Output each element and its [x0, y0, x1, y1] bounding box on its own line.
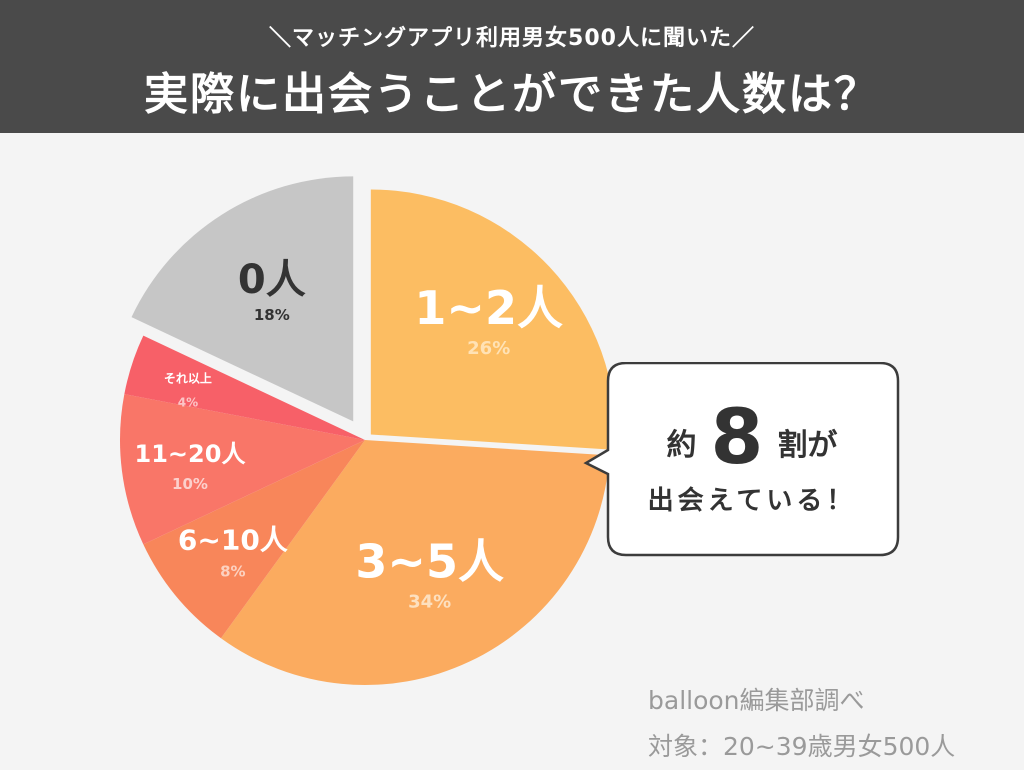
callout-number: 8	[710, 392, 764, 481]
slice-label: 6~10人	[178, 523, 288, 556]
pie-slice	[370, 189, 616, 450]
slice-percent-label: 18%	[254, 306, 290, 324]
slice-label: 11~20人	[135, 440, 246, 468]
pie-slice	[120, 394, 366, 545]
slice-label: それ以上	[164, 370, 212, 385]
chart-title: 実際に出会うことができた人数は？	[144, 69, 880, 120]
slice-label: 1~2人	[414, 281, 563, 335]
slice-label: 3~5人	[355, 534, 504, 588]
slice-percent-label: 26%	[467, 338, 510, 359]
pie-slice	[143, 440, 365, 639]
source-target: 対象：20~39歳男女500人	[648, 732, 956, 761]
callout-bubble: 約 8 割が 出会えている！	[583, 362, 900, 557]
callout-suffix: 割が	[777, 428, 838, 463]
pie-slice	[124, 335, 365, 440]
slice-percent-label: 34%	[408, 591, 451, 612]
slice-percent-label: 8%	[220, 562, 245, 580]
chart-subtitle: ＼マッチングアプリ利用男女500人に聞いた／	[269, 26, 755, 51]
pie-slice	[131, 176, 354, 422]
slice-label: 0人	[238, 257, 306, 303]
callout-headline: 約 8 割が	[606, 392, 898, 481]
source-note: balloon編集部調べ 対象：20~39歳男女500人	[648, 678, 955, 770]
callout-bubble-shape	[583, 362, 900, 557]
header-banner: ＼マッチングアプリ利用男女500人に聞いた／ 実際に出会うことができた人数は？	[0, 0, 1024, 133]
slice-percent-label: 10%	[172, 475, 208, 493]
callout-prefix: 約	[666, 428, 697, 463]
slice-percent-label: 4%	[178, 395, 198, 409]
source-credit: balloon編集部調べ	[648, 686, 865, 715]
pie-slice	[220, 440, 610, 685]
callout-line2: 出会えている！	[647, 486, 857, 516]
